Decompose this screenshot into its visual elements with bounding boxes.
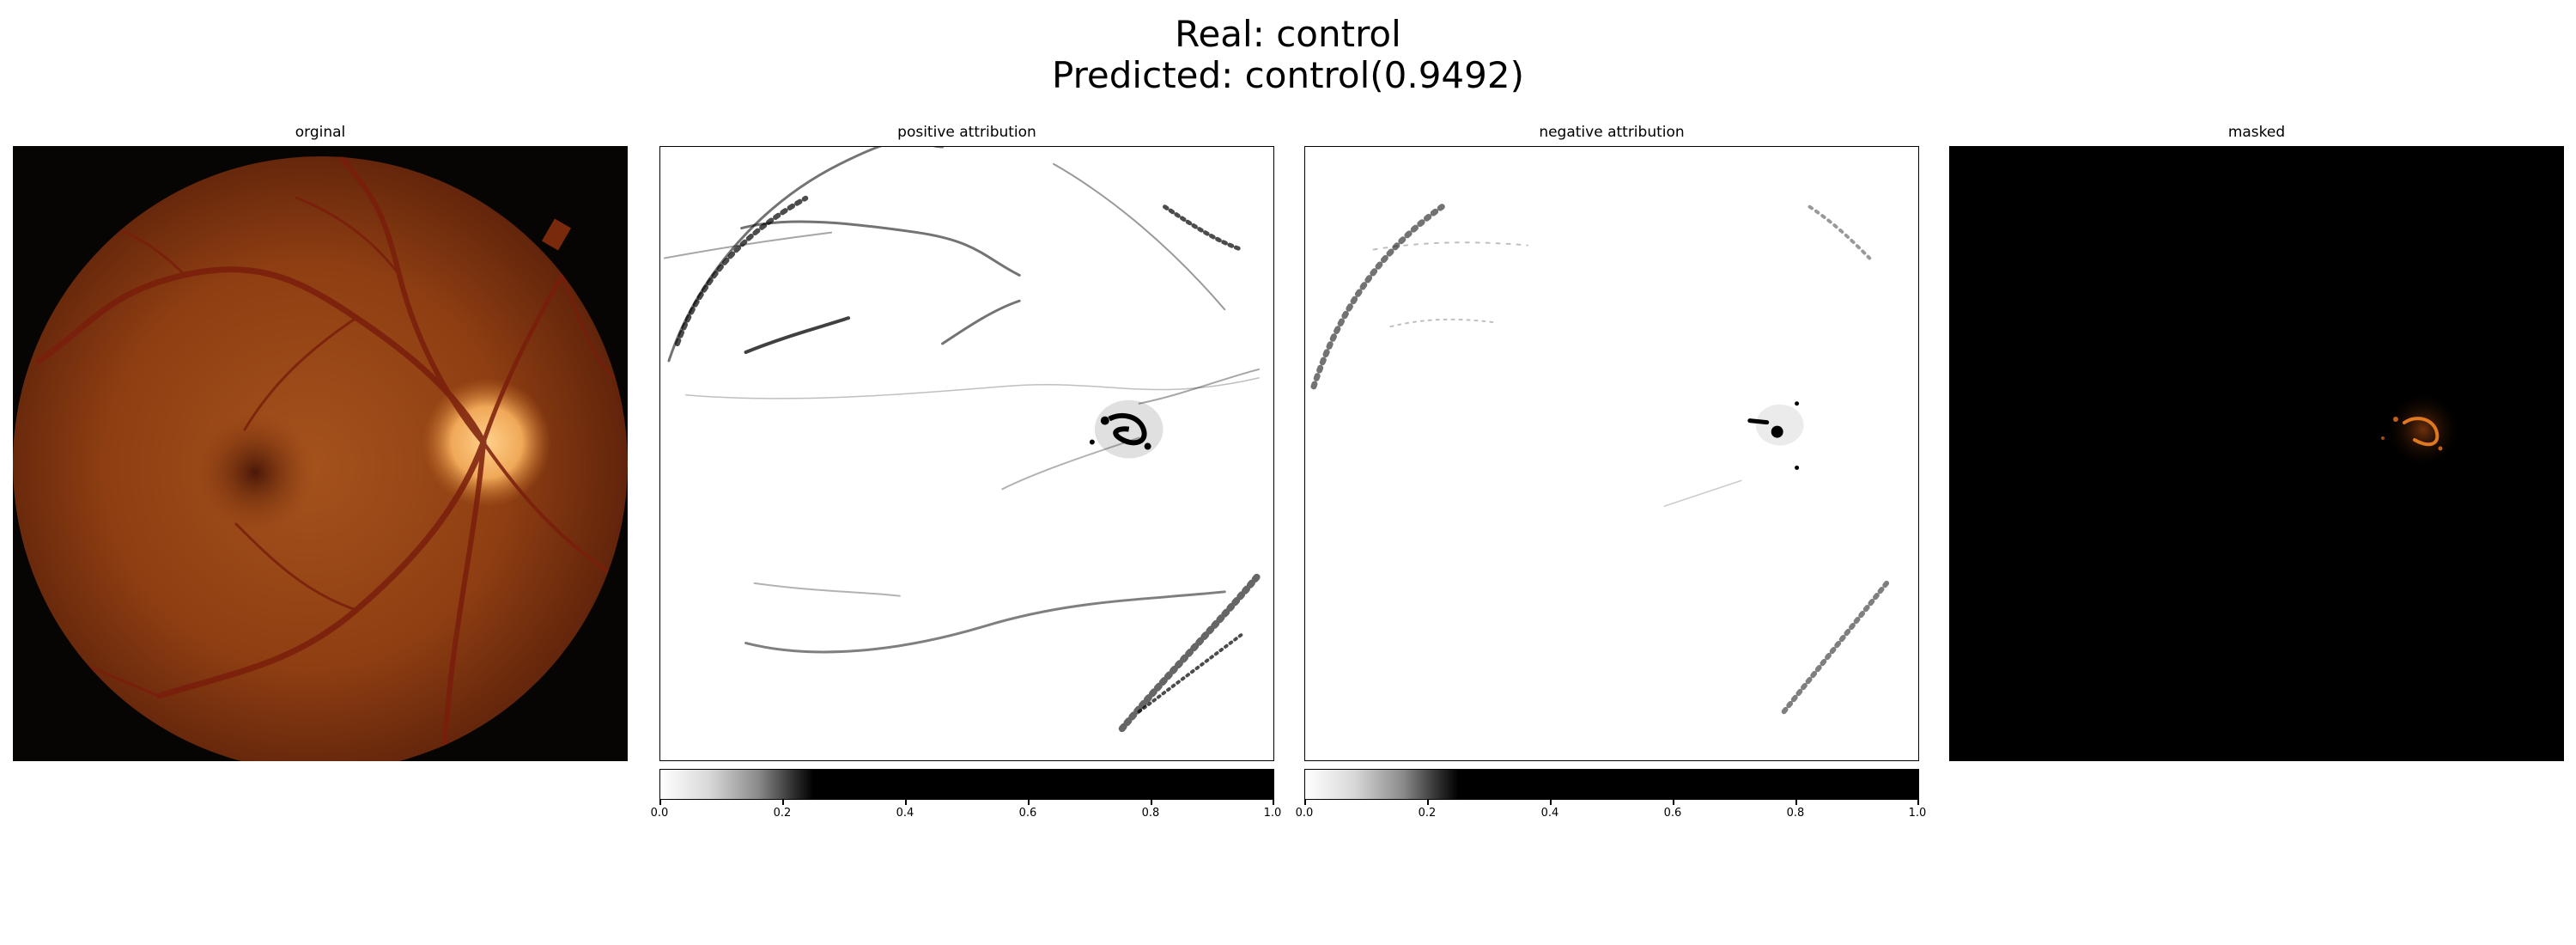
colorbar-tick-label: 0.4 — [1540, 807, 1559, 820]
negative-attribution-colorbar — [1304, 769, 1919, 800]
panel-title-positive-attribution: positive attribution — [897, 124, 1036, 141]
colorbar-tick-label: 0.4 — [896, 807, 914, 820]
optic-disc-attribution-hotspot — [1089, 399, 1163, 459]
colorbar-tick-label: 1.0 — [1263, 807, 1282, 820]
panel-title-negative-attribution: negative attribution — [1539, 124, 1685, 141]
panel-title-masked: masked — [2227, 124, 2286, 141]
negative-attribution-map — [1304, 146, 1919, 761]
figure-title-line2: Predicted: control(0.9492) — [1052, 54, 1524, 96]
original-fundus-image — [13, 146, 628, 761]
colorbar-tick-label: 0.0 — [1295, 807, 1314, 820]
colorbar-tick-label: 0.6 — [1663, 807, 1682, 820]
colorbar-tick-label: 0.2 — [773, 807, 792, 820]
colorbar-tick-label: 1.0 — [1908, 807, 1927, 820]
colorbar-tick-label: 0.0 — [650, 807, 669, 820]
positive-attribution-colorbar — [659, 769, 1274, 800]
colorbar-tick-label: 0.2 — [1418, 807, 1437, 820]
colorbar-tick-label: 0.8 — [1141, 807, 1160, 820]
figure-title-line1: Real: control — [1175, 13, 1401, 55]
positive-attribution-map — [659, 146, 1274, 761]
colorbar-tick-label: 0.8 — [1786, 807, 1805, 820]
colorbar-tick-label: 0.6 — [1018, 807, 1037, 820]
panel-title-original: orginal — [295, 124, 346, 141]
negative-optic-disc-hotspot — [1747, 401, 1804, 470]
masked-image — [1949, 146, 2564, 761]
